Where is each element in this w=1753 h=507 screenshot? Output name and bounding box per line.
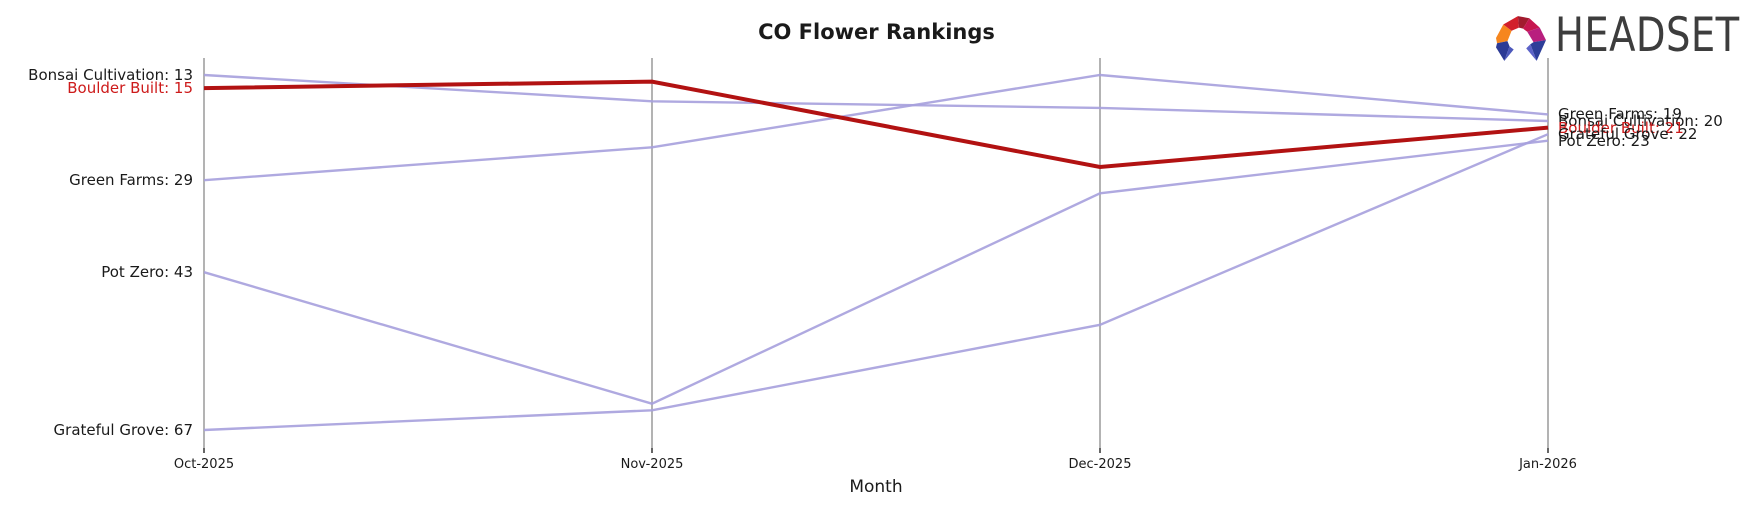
series-line-pot-zero — [203, 139, 1549, 405]
chart-title: CO Flower Rankings — [758, 20, 995, 44]
series-end-label-pot-zero: Pot Zero: 23 — [1558, 131, 1650, 150]
series-line-green-farms — [203, 73, 1549, 182]
x-axis-title: Month — [849, 477, 903, 497]
series-start-label-boulder-built: Boulder Built: 15 — [67, 78, 193, 97]
series-start-label-grateful-grove: Grateful Grove: 67 — [53, 420, 193, 439]
series-end-label-grateful-grove: Grateful Grove: 22 — [1558, 124, 1698, 143]
headset-logo-icon — [1496, 16, 1546, 61]
series-end-label-green-farms: Green Farms: 19 — [1558, 105, 1682, 124]
series-start-label-pot-zero: Pot Zero: 43 — [101, 262, 193, 281]
series-line-boulder-built — [203, 79, 1549, 170]
x-tick-label-oct-2025: Oct-2025 — [173, 457, 235, 472]
x-tick-label-nov-2025: Nov-2025 — [620, 457, 684, 472]
headset-logo: HEADSET — [1495, 8, 1753, 62]
x-tick-label-jan-2026: Jan-2026 — [1519, 457, 1577, 472]
headset-logo-text: HEADSET — [1555, 8, 1740, 63]
series-line-bonsai-cultivation — [203, 73, 1549, 123]
series-end-label-boulder-built: Boulder Built: 21 — [1558, 118, 1684, 137]
series-start-label-bonsai-cultivation: Bonsai Cultivation: 13 — [28, 65, 193, 84]
series-line-grateful-grove — [203, 133, 1549, 432]
series-end-label-bonsai-cultivation: Bonsai Cultivation: 20 — [1558, 111, 1723, 130]
x-tick-label-dec-2025: Dec-2025 — [1068, 457, 1132, 472]
series-start-label-green-farms: Green Farms: 29 — [69, 170, 193, 189]
